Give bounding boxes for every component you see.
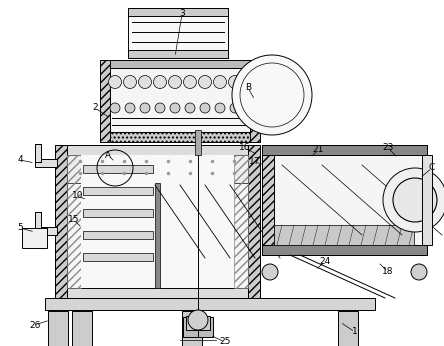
Bar [155,183,160,288]
Bar [262,155,274,245]
Circle shape [185,103,195,113]
Circle shape [139,75,151,89]
Text: 2: 2 [92,103,98,112]
Bar [67,145,248,155]
Bar [55,145,260,298]
Circle shape [200,103,210,113]
Text: 21: 21 [312,146,324,155]
Text: 1: 1 [352,328,358,337]
Circle shape [232,55,312,135]
Bar [248,145,260,298]
Circle shape [214,75,226,89]
Bar [338,311,358,346]
Bar [67,155,248,183]
Bar [81,155,234,288]
Text: 23: 23 [382,144,394,153]
Circle shape [188,310,208,330]
Circle shape [154,75,166,89]
Text: 24: 24 [319,257,331,266]
Bar [110,68,250,132]
Circle shape [183,75,197,89]
Bar [83,253,153,261]
Circle shape [393,178,437,222]
Circle shape [215,103,225,113]
Bar [83,187,153,195]
Bar [55,145,67,298]
Bar [250,60,260,142]
Bar [35,227,57,235]
Circle shape [230,103,240,113]
Bar [48,311,68,346]
Text: 10: 10 [72,191,84,200]
Bar [35,159,57,167]
Text: 25: 25 [219,337,231,346]
Bar [83,209,153,217]
Bar [274,225,414,245]
Circle shape [229,75,242,89]
Bar [262,145,427,255]
Text: 26: 26 [29,320,41,329]
Text: 17: 17 [249,157,261,166]
Bar [100,60,110,142]
Bar [128,8,228,16]
Bar [128,50,228,58]
Circle shape [108,75,122,89]
Text: C: C [429,164,435,173]
Text: A: A [105,151,111,160]
Bar [22,228,47,248]
Bar [128,8,228,58]
Circle shape [140,103,150,113]
Bar [195,130,201,155]
Bar [110,132,250,142]
Circle shape [411,264,427,280]
Circle shape [155,103,165,113]
Text: 5: 5 [17,224,23,233]
Text: 15: 15 [68,216,80,225]
Bar [67,288,248,298]
Text: 16: 16 [239,144,251,153]
Circle shape [262,264,278,280]
Bar [35,144,41,162]
Bar [262,245,427,255]
Bar [183,317,213,337]
Text: 3: 3 [179,9,185,18]
Circle shape [125,103,135,113]
Text: 18: 18 [382,267,394,276]
Circle shape [383,168,444,232]
Bar [45,298,375,310]
Bar [83,231,153,239]
Text: B: B [245,83,251,92]
Bar [110,60,250,68]
Circle shape [170,103,180,113]
Circle shape [169,75,182,89]
Text: 4: 4 [17,155,23,164]
Bar [182,311,202,346]
Bar [186,316,210,330]
Bar [83,165,153,173]
Circle shape [110,103,120,113]
Bar [72,311,92,346]
Circle shape [198,75,211,89]
Bar [35,212,41,230]
Bar [67,155,81,288]
Bar [234,155,248,288]
Bar [422,155,432,245]
Bar [262,145,427,155]
Circle shape [123,75,136,89]
